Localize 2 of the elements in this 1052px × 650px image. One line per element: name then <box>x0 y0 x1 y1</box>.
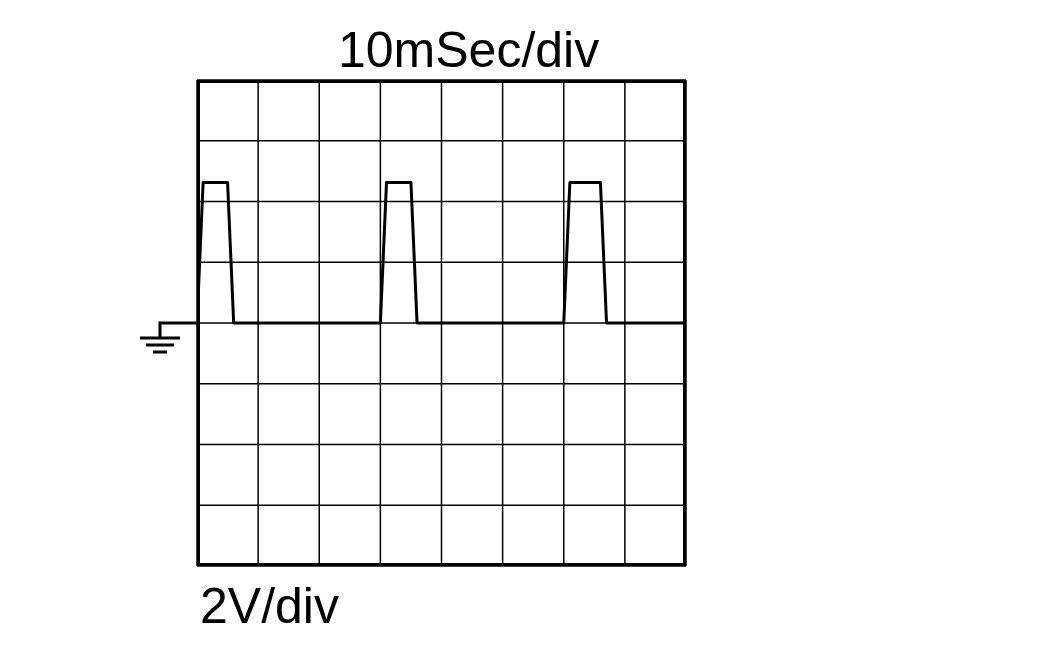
text: 2V/div <box>200 578 339 634</box>
x-axis-title: 10mSec/div <box>338 22 600 78</box>
